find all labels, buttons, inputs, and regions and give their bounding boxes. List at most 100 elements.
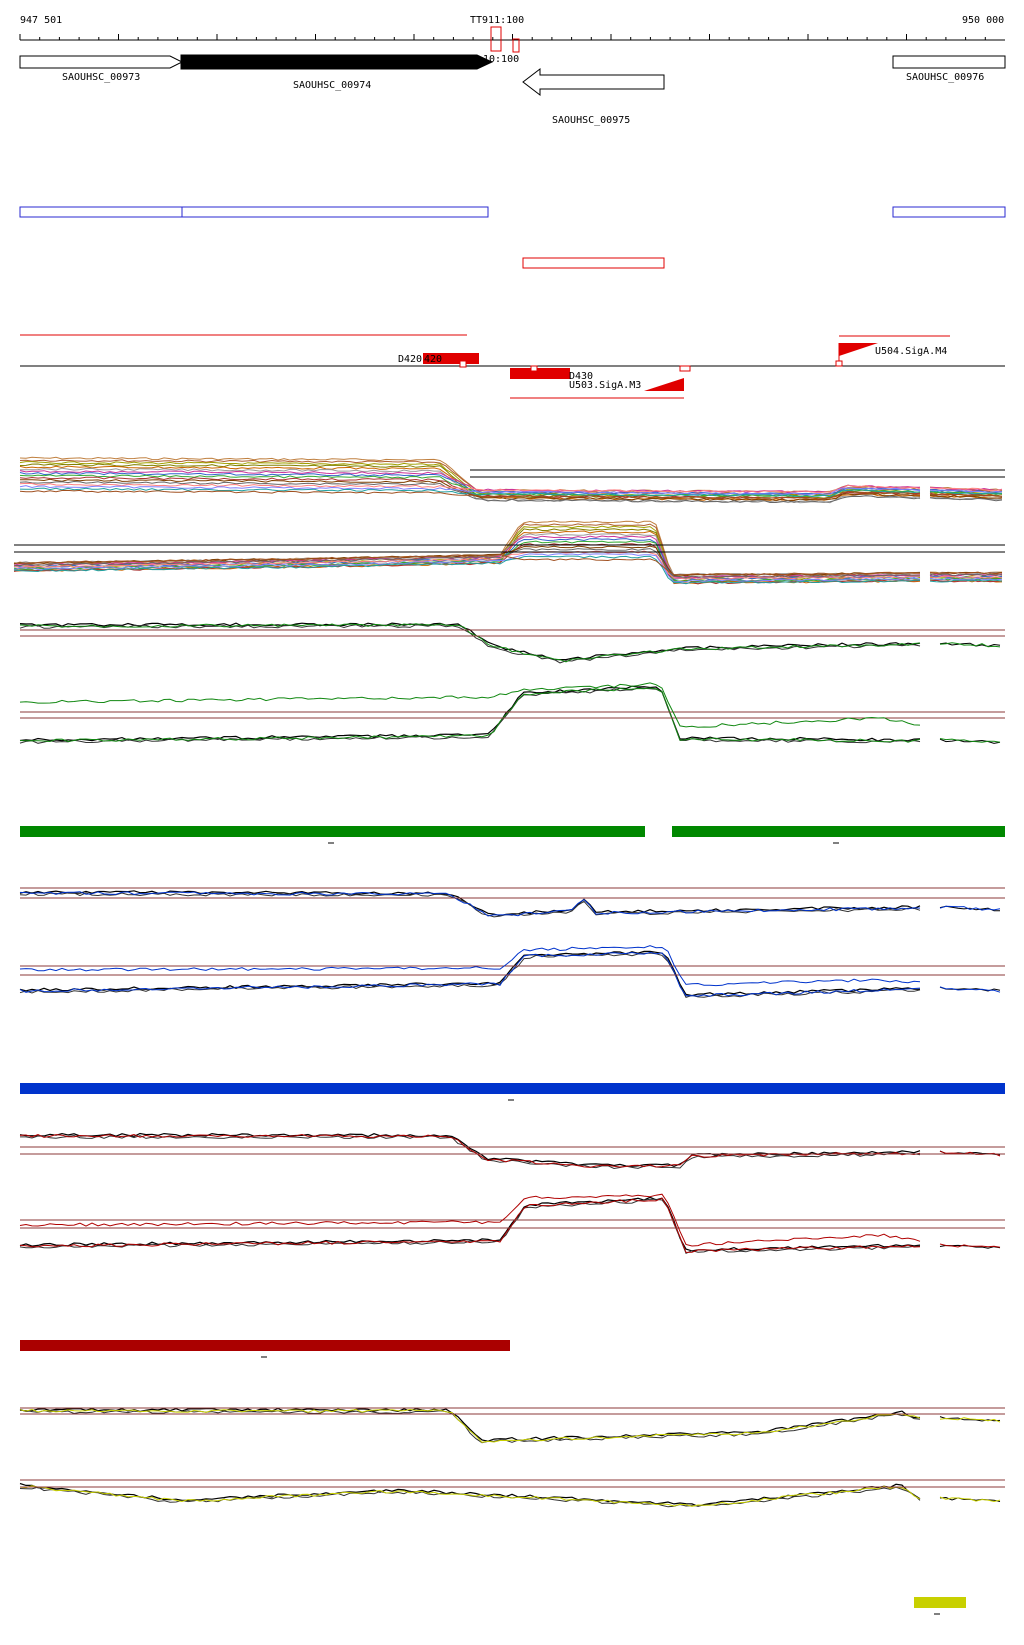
green-lower-colored bbox=[19, 687, 921, 743]
track-b-series bbox=[13, 555, 920, 585]
ruler-ticks bbox=[19, 34, 986, 40]
red-lower-raised bbox=[19, 1193, 921, 1247]
track-a-series bbox=[19, 465, 921, 502]
track-a-series-right bbox=[929, 489, 1003, 494]
track-a-series bbox=[19, 480, 921, 503]
gene-label-SAOUHSC_00975: SAOUHSC_00975 bbox=[552, 115, 630, 126]
green-lower-colored-right bbox=[939, 738, 1001, 743]
gene-label-SAOUHSC_00973: SAOUHSC_00973 bbox=[62, 72, 140, 83]
track-a-series-right bbox=[929, 497, 1003, 502]
u503-label: U503.SigA.M3 bbox=[569, 380, 641, 391]
green-upper-black-1 bbox=[19, 622, 921, 661]
red-lower-black-2 bbox=[19, 1198, 921, 1254]
u504-promoter[interactable] bbox=[839, 343, 878, 356]
gene-track: SAOUHSC_00973 SAOUHSC_00974 SAOUHSC_0097… bbox=[19, 54, 1006, 126]
green-upper-black-right bbox=[939, 642, 1001, 648]
track-a-series bbox=[19, 489, 921, 500]
marker2-label: 10:100 bbox=[483, 54, 519, 65]
green-upper-colored-right bbox=[939, 642, 1001, 648]
track-a-series-right bbox=[929, 487, 1003, 492]
green-upper-colored bbox=[19, 623, 921, 663]
track-a-series bbox=[19, 474, 921, 498]
blue-upper-colored bbox=[19, 891, 921, 917]
track-b-series bbox=[13, 550, 921, 580]
yellow-lower-black-1 bbox=[19, 1482, 921, 1507]
d420-marker bbox=[459, 360, 467, 368]
yellow-upper-colored bbox=[19, 1408, 921, 1443]
gene-arrow-SAOUHSC_00976[interactable] bbox=[892, 55, 1006, 69]
d420-block[interactable] bbox=[423, 353, 479, 364]
u503-marker bbox=[679, 365, 691, 372]
track-a-series bbox=[19, 478, 921, 502]
gene-arrow-SAOUHSC_00975[interactable] bbox=[522, 67, 665, 97]
blue-upper-black-right bbox=[939, 905, 1001, 912]
ruler-end-label: 950 000 bbox=[962, 15, 1004, 26]
d420b-label: 420 bbox=[424, 354, 442, 365]
green-bar-1[interactable] bbox=[20, 826, 645, 837]
blue-upper-colored-right bbox=[939, 905, 1001, 911]
yellow-lower-colored bbox=[19, 1485, 921, 1507]
track-b-series bbox=[13, 525, 921, 581]
track-b-series bbox=[13, 553, 921, 583]
track-a-series-right bbox=[929, 490, 1003, 495]
track-a-series-right bbox=[929, 496, 1003, 501]
d430-marker bbox=[530, 365, 538, 372]
ruler-marker-label: TT911:100 bbox=[470, 15, 524, 26]
red-box-1[interactable] bbox=[522, 257, 665, 269]
blue-box-2[interactable] bbox=[181, 206, 489, 218]
red-upper-black-2 bbox=[20, 1134, 921, 1170]
track-a-series-right bbox=[929, 494, 1003, 499]
annotation-boxes bbox=[19, 206, 1006, 269]
track-b-series-right bbox=[929, 575, 1003, 579]
u504-label: U504.SigA.M4 bbox=[875, 346, 947, 357]
green-lower-black-1 bbox=[19, 685, 921, 742]
blue-bar[interactable] bbox=[20, 1083, 1005, 1094]
blue-box-3[interactable] bbox=[892, 206, 1006, 218]
condition-bars bbox=[20, 826, 1005, 1615]
red-lower-colored-right bbox=[939, 1243, 1001, 1248]
track-a-series-right bbox=[929, 493, 1002, 497]
marker-box-2[interactable] bbox=[512, 38, 520, 53]
gene-label-SAOUHSC_00976: SAOUHSC_00976 bbox=[906, 72, 984, 83]
d430-label: D430 bbox=[569, 371, 593, 382]
blue-lower-raised bbox=[19, 945, 921, 987]
track-a-series bbox=[19, 461, 921, 498]
marker-box-1[interactable] bbox=[490, 26, 502, 52]
track-a-series bbox=[19, 482, 921, 494]
track-b-series bbox=[13, 543, 921, 585]
gene-label-SAOUHSC_00974: SAOUHSC_00974 bbox=[293, 80, 371, 91]
yellow-lower-black-2 bbox=[19, 1486, 921, 1508]
track-b-series-right bbox=[929, 579, 1003, 583]
yellow-bar[interactable] bbox=[914, 1597, 966, 1608]
gene-arrow-SAOUHSC_00973[interactable] bbox=[19, 55, 184, 69]
d420-label: D420 bbox=[398, 354, 422, 365]
track-b-series bbox=[13, 553, 921, 576]
track-b-series-right bbox=[929, 571, 1003, 575]
blue-lower-colored-right bbox=[939, 986, 1001, 993]
regulatory-track: D420 420 D430 U503.SigA.M3 U504.SigA.M4 bbox=[20, 334, 1005, 399]
track-b-series-right bbox=[929, 573, 1003, 577]
green-bar-2[interactable] bbox=[672, 826, 1005, 837]
blue-lower-colored bbox=[19, 951, 921, 997]
ruler-start-label: 947 501 bbox=[20, 15, 62, 26]
green-lower-raised bbox=[19, 682, 921, 728]
red-lower-colored bbox=[19, 1197, 921, 1253]
u503-promoter[interactable] bbox=[644, 378, 684, 391]
ruler: 947 501 950 000 TT911:100 10:100 bbox=[19, 15, 1005, 65]
red-bar[interactable] bbox=[20, 1340, 510, 1351]
d430-block[interactable] bbox=[510, 368, 570, 379]
blue-box-1[interactable] bbox=[19, 206, 183, 218]
yellow-upper-colored-right bbox=[939, 1417, 1001, 1423]
track-b-series bbox=[13, 548, 921, 579]
gene-arrow-SAOUHSC_00974[interactable] bbox=[180, 54, 494, 70]
green-lower-black-2 bbox=[19, 687, 921, 744]
blue-upper-black-2 bbox=[19, 892, 921, 918]
track-a-series bbox=[19, 485, 921, 496]
u504-marker bbox=[835, 360, 843, 367]
yellow-upper-black-2 bbox=[20, 1410, 921, 1444]
track-b-series-right bbox=[929, 579, 1003, 583]
red-lower-black-1 bbox=[19, 1196, 921, 1252]
yellow-lower-colored-right bbox=[939, 1496, 1001, 1503]
track-a-series bbox=[19, 487, 921, 498]
